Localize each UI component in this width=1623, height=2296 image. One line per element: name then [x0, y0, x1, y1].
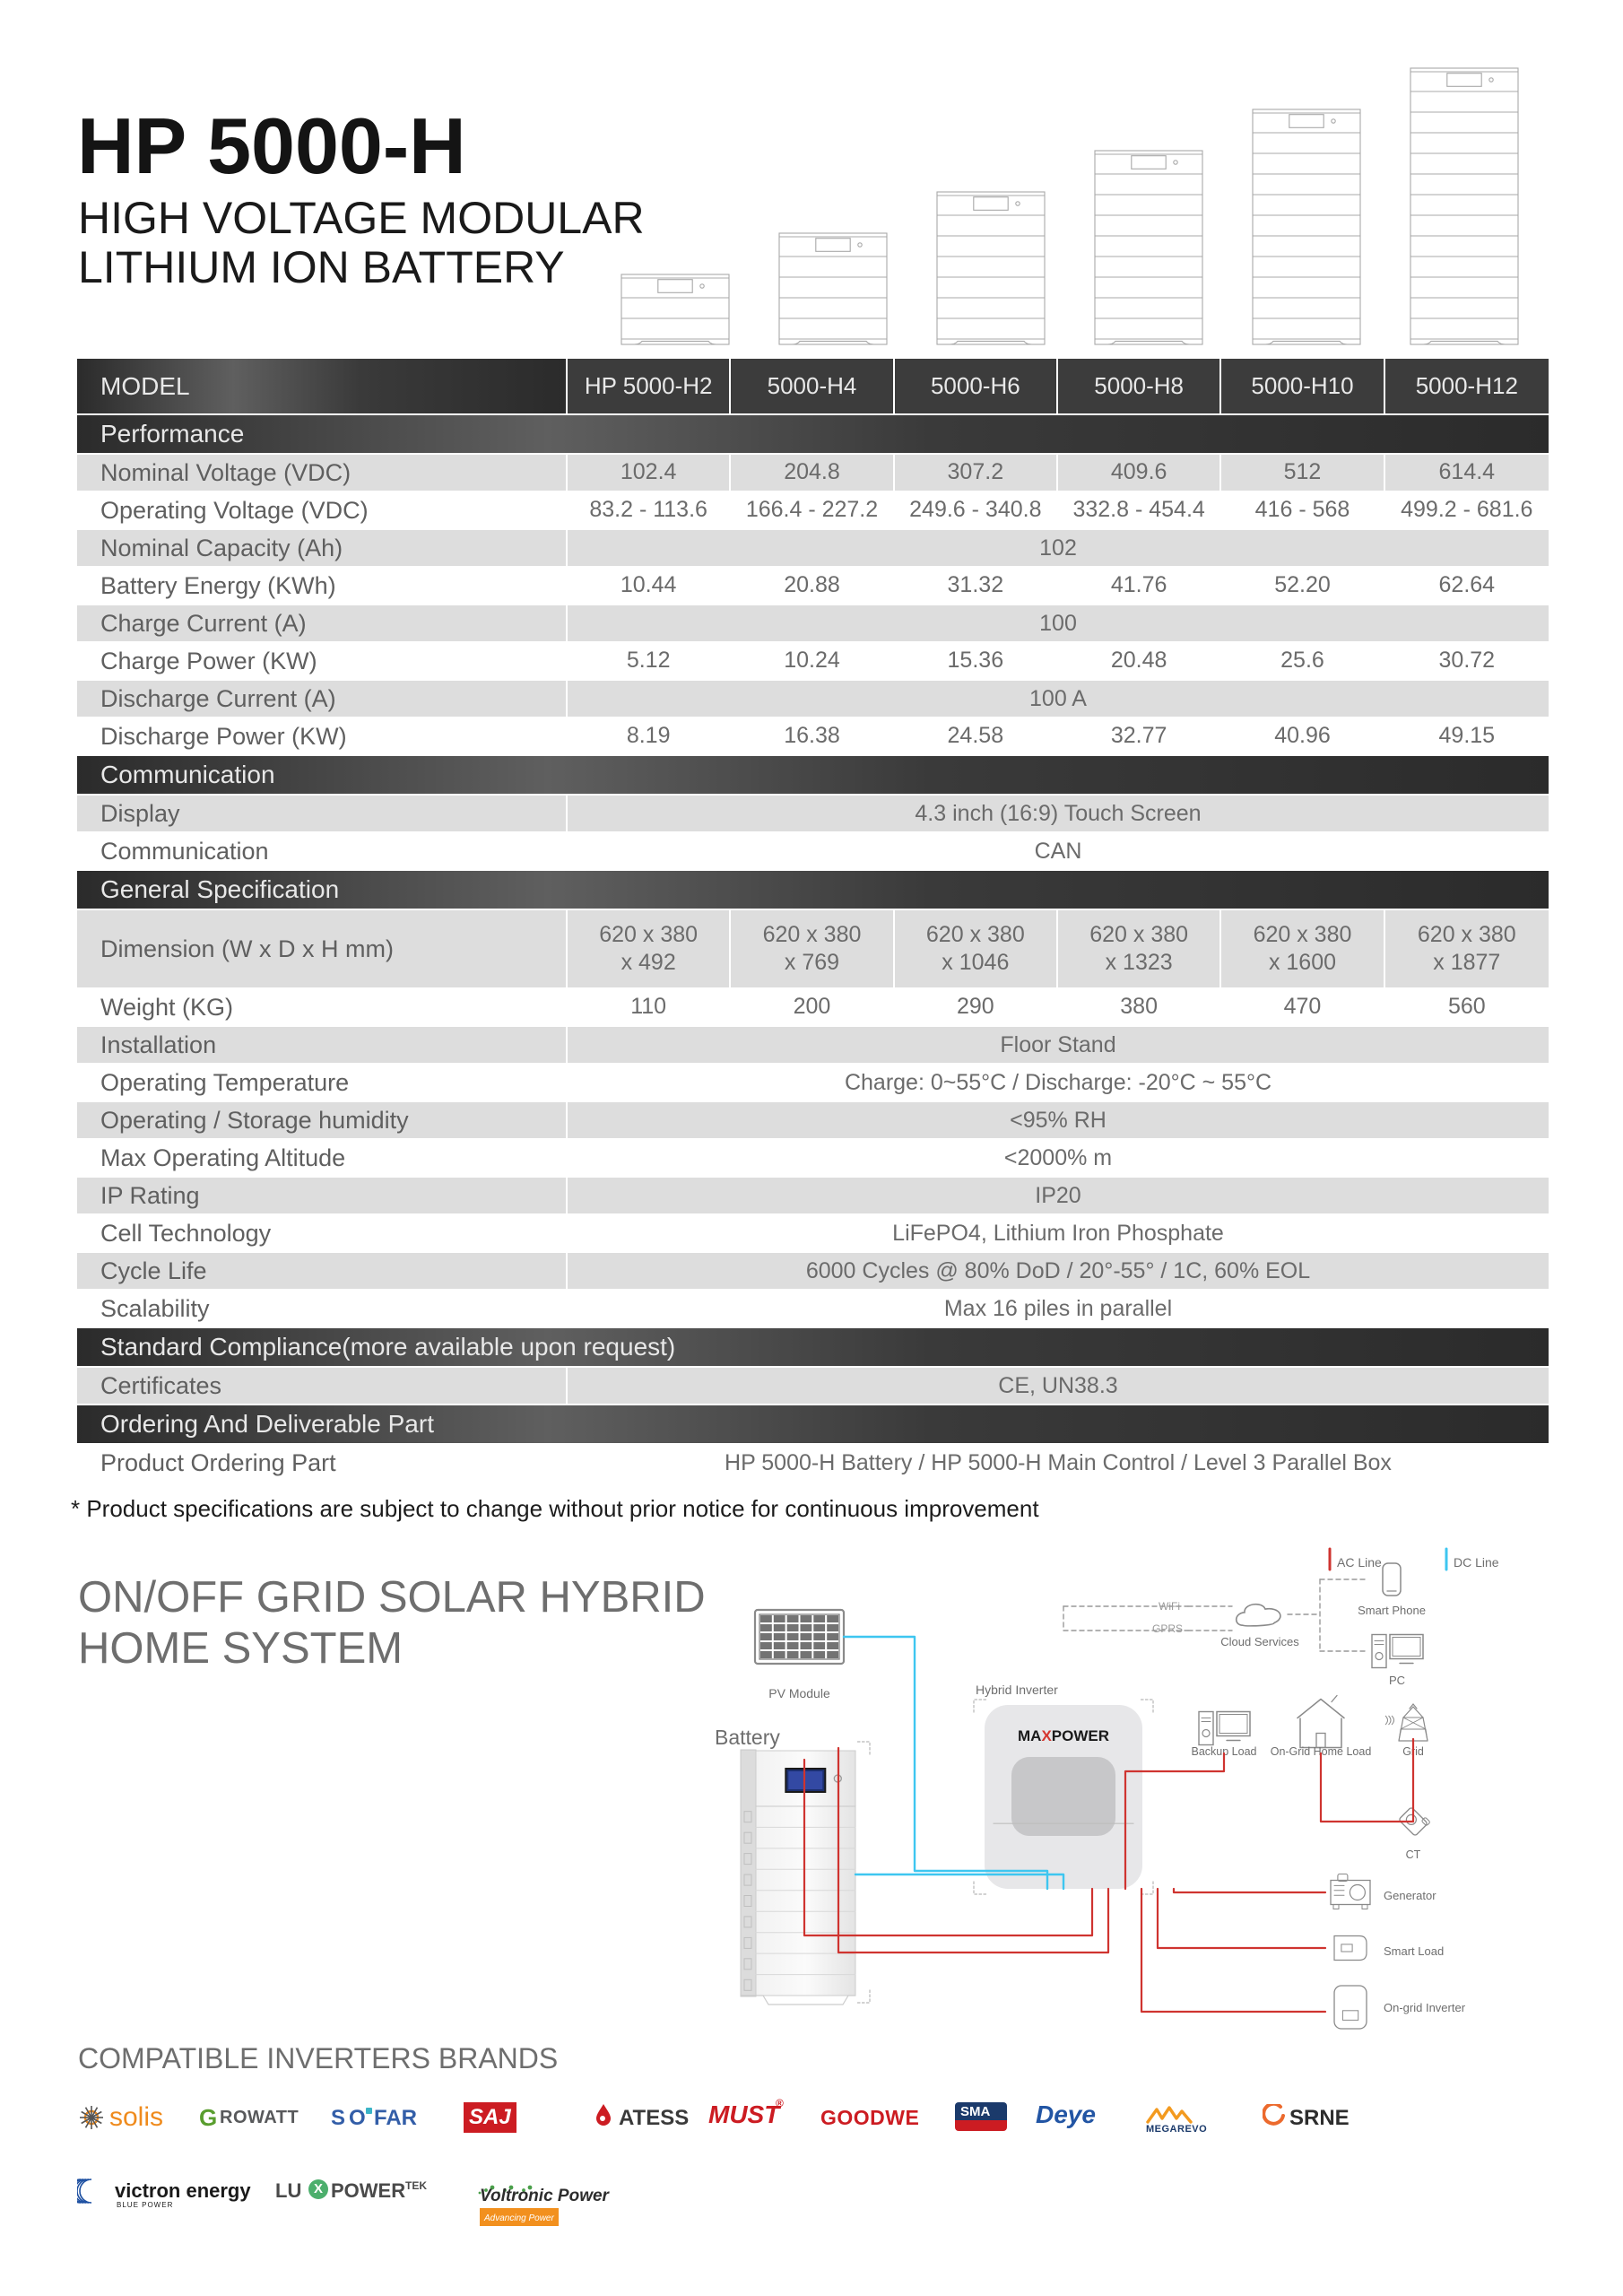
svg-text:Hybrid Inverter: Hybrid Inverter	[976, 1683, 1058, 1697]
svg-text:AC Line: AC Line	[1337, 1555, 1382, 1570]
svg-text:Cloud Services: Cloud Services	[1220, 1635, 1299, 1648]
svg-text:DC Line: DC Line	[1454, 1555, 1499, 1570]
svg-text:PC: PC	[1389, 1674, 1405, 1687]
svg-text:GPRS: GPRS	[1152, 1622, 1183, 1635]
svg-text:PV Module: PV Module	[768, 1686, 830, 1700]
svg-text:Smart Phone: Smart Phone	[1358, 1604, 1426, 1617]
svg-text:Battery: Battery	[715, 1726, 780, 1749]
svg-text:Smart Load: Smart Load	[1384, 1944, 1444, 1958]
svg-text:MAXPOWER: MAXPOWER	[1018, 1727, 1109, 1744]
svg-text:CT: CT	[1406, 1848, 1421, 1861]
svg-text:Generator: Generator	[1384, 1889, 1436, 1902]
svg-text:On-grid Inverter: On-grid Inverter	[1384, 2001, 1466, 2014]
